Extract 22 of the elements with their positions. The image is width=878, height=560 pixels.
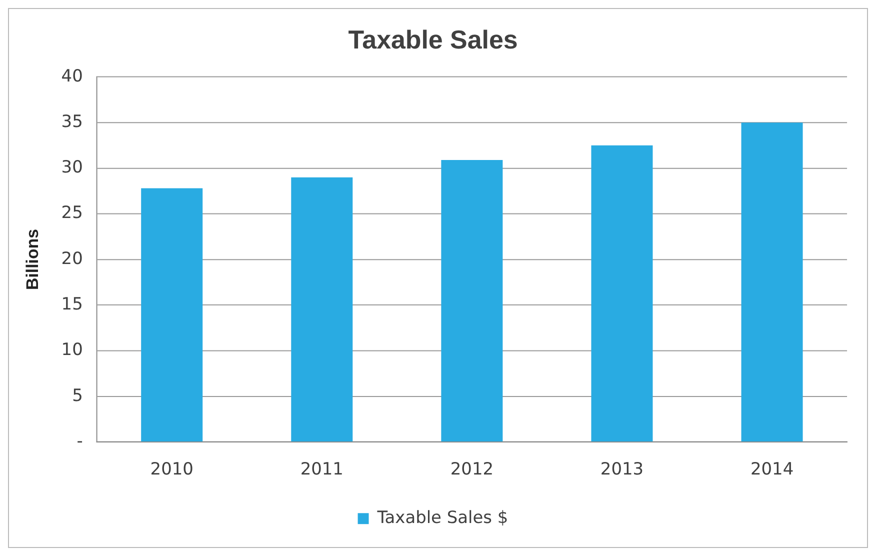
y-axis-title: Billions [22, 228, 42, 290]
bar [441, 160, 503, 442]
x-tick-label: 2013 [600, 458, 644, 478]
legend-label: Taxable Sales $ [376, 507, 508, 528]
y-tick-label: 10 [61, 339, 83, 360]
chart-title: Taxable Sales [348, 26, 518, 55]
y-tick-label: 30 [61, 156, 83, 177]
bar [141, 188, 203, 442]
y-tick-label: - [76, 430, 83, 450]
y-tick-label: 35 [61, 110, 83, 131]
y-tick-label: 15 [61, 294, 83, 314]
y-tick-label: 40 [61, 65, 83, 86]
bar [591, 145, 653, 442]
bar [291, 177, 353, 442]
x-tick-label: 2011 [300, 458, 344, 478]
x-tick-label: 2014 [750, 458, 794, 478]
y-tick-label: 5 [72, 384, 83, 405]
x-tick-label: 2012 [450, 458, 494, 478]
bar [741, 122, 803, 442]
y-tick-label: 20 [61, 248, 83, 268]
x-tick-label: 2010 [150, 458, 194, 478]
y-tick-label: 25 [61, 202, 83, 222]
